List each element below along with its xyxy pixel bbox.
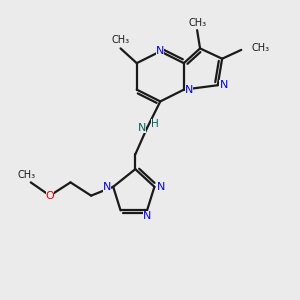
Text: N: N bbox=[185, 85, 193, 94]
Text: N: N bbox=[157, 182, 165, 192]
Text: CH₃: CH₃ bbox=[188, 18, 206, 28]
Text: CH₃: CH₃ bbox=[112, 35, 130, 45]
Text: CH₃: CH₃ bbox=[252, 44, 270, 53]
Text: N: N bbox=[138, 123, 146, 133]
Text: N: N bbox=[156, 46, 164, 56]
Text: N: N bbox=[143, 211, 151, 221]
Text: N: N bbox=[103, 182, 112, 192]
Text: N: N bbox=[219, 80, 228, 90]
Text: H: H bbox=[151, 119, 158, 129]
Text: O: O bbox=[46, 190, 54, 201]
Text: CH₃: CH₃ bbox=[17, 170, 35, 180]
